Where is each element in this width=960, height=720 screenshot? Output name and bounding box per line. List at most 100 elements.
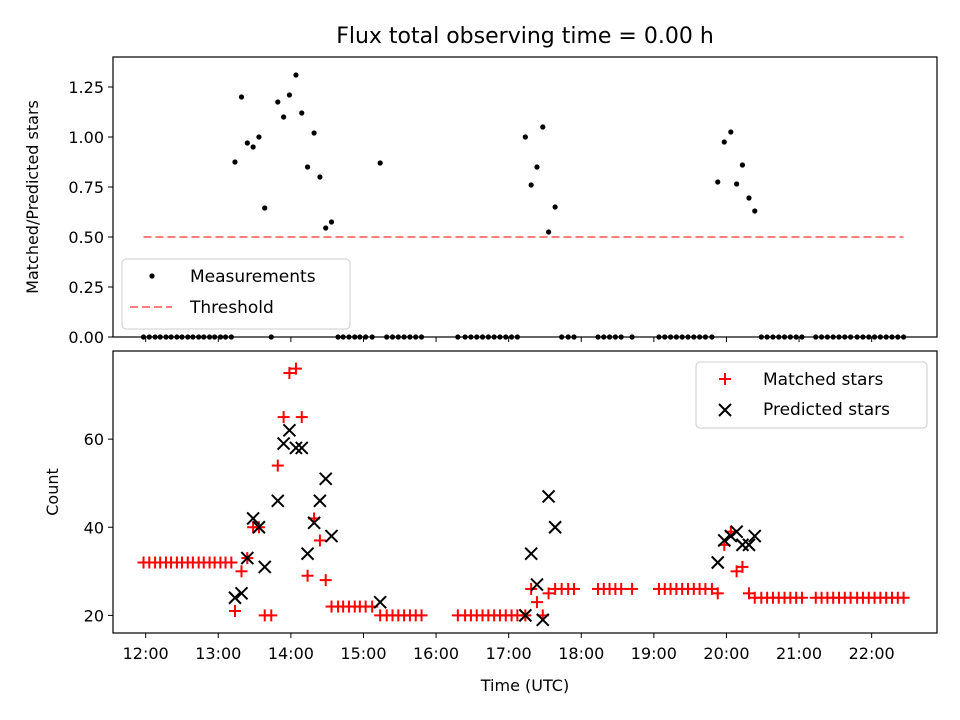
predicted-star-point: [518, 608, 533, 623]
measurement-point: [545, 229, 552, 235]
bottom-y-axis: 20 40 60: [84, 430, 113, 625]
bottom-x-tick-label: 12:00: [123, 644, 169, 663]
bottom-x-axis: 12:00 13:00 14:00 15:00 16:00 17:00 18:00 19:00…: [123, 633, 895, 663]
predicted-star-point-b: [271, 494, 285, 508]
measurement-point: [281, 114, 287, 120]
predicted-star-point: [541, 489, 556, 504]
predicted-star-point: [319, 472, 333, 486]
legend-predicted-label: Predicted stars: [763, 400, 890, 420]
predicted-star-point: [307, 516, 321, 530]
top-panel: 0.00 0.25 0.50 0.75 1.00 1.25 Matched/Predict…: [23, 56, 938, 347]
predicted-star-point: [295, 441, 309, 455]
matched-star-point: [301, 569, 314, 582]
measurement-point: [328, 219, 335, 225]
predicted-star-point: [735, 538, 750, 552]
top-plot-marks: [140, 72, 907, 340]
predicted-star-point: [324, 529, 339, 543]
predicted-star-point-b: [548, 520, 562, 534]
matched-star-point: [295, 411, 308, 424]
measurement-point: [323, 225, 329, 231]
legend-threshold-label: Threshold: [189, 298, 274, 318]
measurement-point: [728, 129, 734, 135]
top-legend: Measurements Threshold: [121, 258, 351, 330]
predicted-star-point: [729, 524, 744, 539]
predicted-star-point-b: [324, 529, 339, 543]
predicted-star-point: [240, 551, 255, 565]
predicted-star-point-b: [536, 613, 550, 627]
matched-star-point: [897, 591, 910, 604]
predicted-star-point-b: [735, 538, 750, 552]
predicted-star-point-b: [541, 489, 556, 504]
measurement-point: [238, 94, 245, 100]
matched-star-point: [319, 574, 332, 587]
predicted-star-point: [524, 546, 538, 561]
bottom-x-tick-label: 18:00: [558, 644, 604, 663]
legend-predicted-marker: [718, 403, 732, 417]
matched-star-point: [289, 362, 302, 375]
matched-star-point: [313, 534, 326, 547]
predicted-star-point: [282, 423, 297, 438]
measurement-point: [299, 110, 305, 116]
bottom-x-tick-label: 21:00: [776, 644, 822, 663]
bottom-y-axis-title: Count: [43, 468, 62, 516]
predicted-star-point-b: [524, 546, 538, 561]
predicted-star-point-b: [711, 555, 725, 570]
predicted-star-point: [300, 546, 315, 561]
bottom-plot-marks: [137, 362, 910, 627]
predicted-star-point: [234, 586, 249, 601]
matched-star-point: [283, 367, 296, 380]
predicted-star-point: [271, 494, 285, 508]
bottom-y-tick-label: 60: [84, 430, 104, 449]
measurement-point: [540, 124, 546, 130]
matched-star-point: [277, 411, 290, 424]
measurement-point: [734, 181, 740, 187]
bottom-y-tick-label: 40: [84, 518, 104, 537]
top-y-tick-label: 0.75: [68, 178, 104, 197]
matched-star-point: [711, 587, 724, 600]
bottom-x-tick-label: 13:00: [195, 644, 241, 663]
predicted-star-point: [742, 538, 756, 552]
predicted-star-point-b: [307, 516, 321, 530]
predicted-star-point-b: [282, 423, 297, 438]
matched-star-point: [568, 582, 581, 595]
measurement-point: [275, 99, 281, 105]
predicted-star-point: [717, 533, 731, 548]
measurement-point: [534, 164, 540, 170]
predicted-star-point-b: [246, 511, 260, 526]
matched-star-point: [626, 582, 639, 595]
bottom-axes-frame: [112, 350, 938, 634]
matched-star-point: [271, 459, 284, 472]
predicted-star-point: [711, 555, 725, 570]
measurement-point: [256, 134, 262, 140]
predicted-star-point: [289, 441, 303, 455]
predicted-star-point: [530, 577, 544, 592]
predicted-star-point-b: [276, 436, 291, 451]
top-x-axis: [145, 337, 873, 342]
bottom-x-axis-title: Time (UTC): [480, 676, 569, 695]
matched-star-point: [235, 565, 248, 578]
bottom-legend-box: [695, 361, 928, 429]
measurement-point: [721, 139, 727, 145]
predicted-star-point: [252, 520, 266, 534]
top-chart-title: Flux total observing time = 0.00 h: [336, 24, 714, 49]
top-y-axis-title: Matched/Predicted stars: [23, 100, 42, 294]
measurement-point: [528, 182, 534, 188]
top-y-tick-label: 0.50: [68, 228, 104, 247]
measurement-point: [304, 164, 311, 170]
bottom-x-tick-label: 22:00: [849, 644, 895, 663]
matched-star-point: [415, 609, 428, 622]
predicted-star-point-b: [717, 533, 731, 548]
predicted-star-point-b: [234, 586, 249, 601]
matched-star-point: [795, 591, 808, 604]
top-y-tick-label: 0.00: [68, 328, 104, 347]
predicted-star-point-b: [252, 520, 266, 534]
measurement-point: [522, 134, 528, 140]
predicted-star-point-b: [258, 560, 272, 574]
predicted-star-point-b: [300, 546, 315, 561]
predicted-star-point: [313, 494, 327, 508]
legend-matched-marker: [719, 373, 731, 385]
legend-measurements-marker: [149, 273, 155, 279]
predicted-star-point-b: [289, 441, 303, 455]
measurement-point: [286, 92, 293, 98]
